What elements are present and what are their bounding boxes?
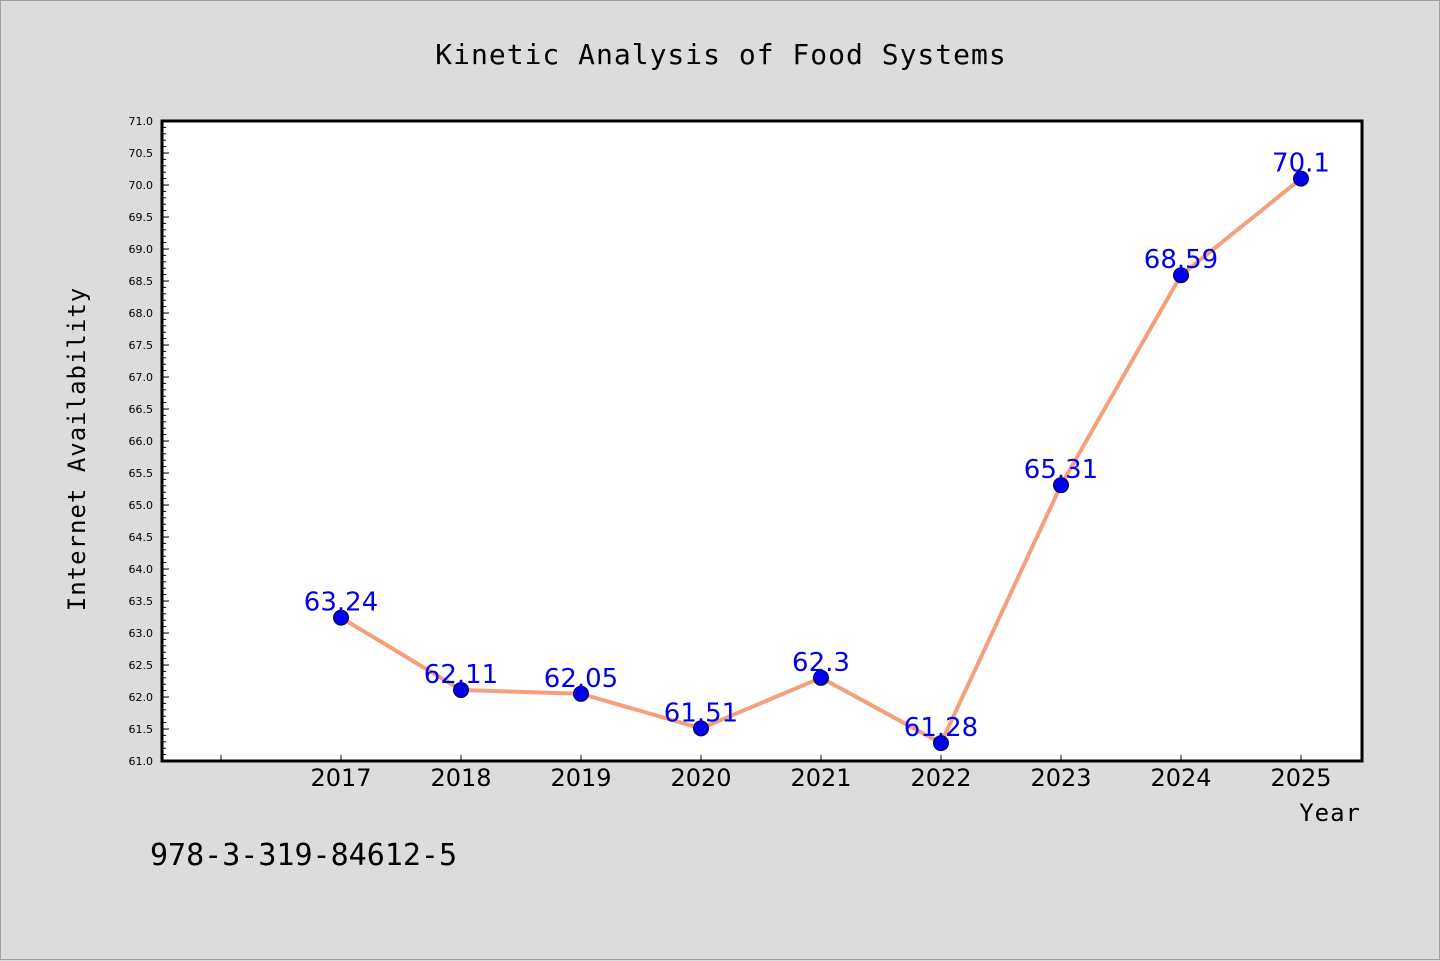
x-tick-label: 2020 [670,764,731,792]
y-tick-label: 61.5 [129,723,154,736]
y-tick-label: 68.0 [129,307,154,320]
y-tick-label: 64.5 [129,531,154,544]
data-label: 63.24 [304,588,378,618]
x-tick-label: 2024 [1150,764,1211,792]
y-tick-label: 62.5 [129,659,154,672]
data-label: 61.51 [664,698,738,728]
y-tick-label: 66.5 [129,403,154,416]
plot-area [162,121,1362,761]
y-tick-label: 67.5 [129,339,154,352]
plot-frame [160,119,1364,763]
y-tick-label: 71.0 [129,115,154,128]
data-label: 68.59 [1144,245,1218,275]
x-tick-label: 2017 [310,764,371,792]
data-point [453,681,469,698]
data-point [1173,267,1189,284]
data-labels: 63.24 62.11 62.05 61.51 62.3 61.28 65.31 68.59 7… [304,149,1330,743]
y-tick-label: 65.5 [129,467,154,480]
x-axis-label: Year [1299,799,1361,827]
y-axis-label: Internet Availability [63,287,91,611]
x-tick-label: 2023 [1030,764,1091,792]
data-label: 65.31 [1024,455,1098,485]
y-tick-label: 67.0 [129,371,154,384]
data-label: 61.28 [904,713,978,743]
x-tick-label: 2019 [550,764,611,792]
y-tick-label: 70.0 [129,179,154,192]
y-axis: 61.0 61.5 62.0 62.5 63.0 63.5 64.0 64.5 65.0 65.5… [129,115,169,768]
y-tick-label: 66.0 [129,435,154,448]
y-tick-label: 65.0 [129,499,154,512]
data-label: 70.1 [1272,149,1330,179]
chart-title: Kinetic Analysis of Food Systems [435,38,1006,71]
data-label: 62.11 [424,660,498,690]
x-tick-label: 2025 [1270,764,1331,792]
x-tick-label: 2021 [790,764,851,792]
data-point [573,685,589,702]
y-tick-label: 69.0 [129,243,154,256]
y-tick-label: 64.0 [129,563,154,576]
data-label: 62.05 [544,664,618,694]
data-point [1293,170,1309,187]
y-tick-label: 61.0 [129,755,154,768]
y-tick-label: 63.0 [129,627,154,640]
data-point [813,669,829,686]
data-point [1053,477,1069,494]
y-tick-label: 69.5 [129,211,154,224]
y-tick-label: 63.5 [129,595,154,608]
series-markers [333,170,1309,752]
data-point [693,720,709,737]
data-label: 62.3 [792,648,850,678]
footer-isbn: 978-3-319-84612-5 [150,838,457,873]
data-point [933,735,949,752]
x-axis: 2017 2018 2019 2020 2021 2022 2023 2024 2025 [220,755,1332,792]
x-tick-label: 2018 [430,764,491,792]
y-tick-label: 62.0 [129,691,154,704]
y-tick-label: 68.5 [129,275,154,288]
x-tick-label: 2022 [910,764,971,792]
data-point [333,609,349,626]
y-tick-label: 70.5 [129,147,154,160]
